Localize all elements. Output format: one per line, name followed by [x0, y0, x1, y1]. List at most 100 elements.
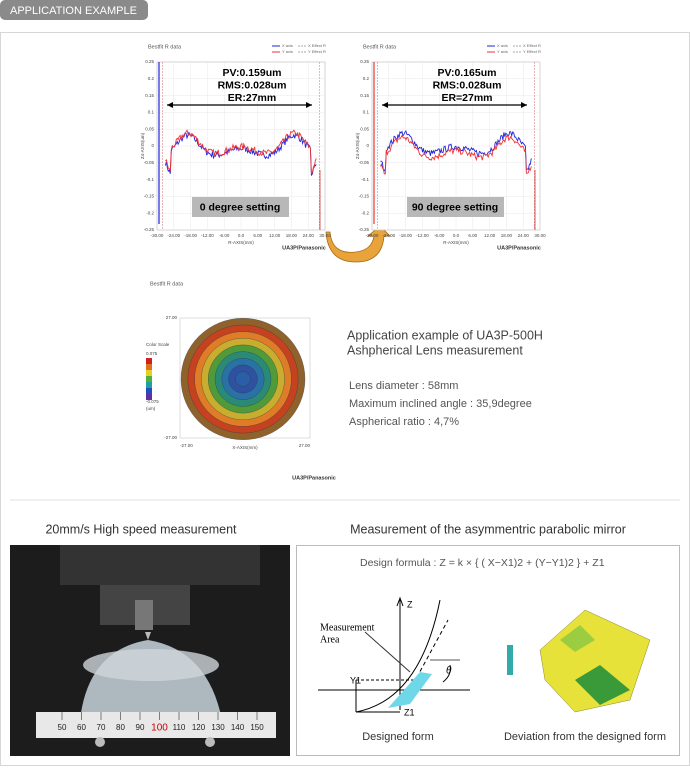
- scale-swatch: [146, 376, 152, 382]
- caption: Deviation from the designed form: [504, 731, 666, 743]
- ruler-label: 110: [173, 723, 186, 732]
- y-axis-label: Z4-AXIS(um): [140, 132, 145, 159]
- y-tick-label: 0.25: [360, 59, 369, 64]
- map-title: Bestfit R data: [150, 281, 184, 287]
- y-tick-label: 0.2: [363, 76, 370, 81]
- formula: Design formula : Z = k × { ( X−X1)2 + (Y…: [360, 557, 605, 569]
- profile-trace: [379, 134, 532, 175]
- y-tick-label: -0.05: [359, 160, 370, 165]
- ruler-label: 140: [231, 723, 245, 732]
- setting-box: [192, 197, 289, 217]
- deviation-plot: [507, 609, 651, 713]
- scale-swatch: [146, 382, 152, 388]
- y-tick-label: -0.25: [144, 227, 155, 232]
- chart-title: Bestfit R data: [148, 44, 182, 50]
- x-tick-label: 24.00: [518, 233, 530, 238]
- x-tick-label: -30.00: [366, 233, 379, 238]
- stat-label: ER:27mm: [228, 92, 276, 104]
- ruler-label: 70: [97, 723, 106, 732]
- y-tick-label: -0.1: [146, 177, 154, 182]
- x-tick-label: -6.00: [434, 233, 445, 238]
- brand: UA3P/Panasonic: [292, 475, 336, 481]
- y-axis-label: Z4-AXIS(um): [355, 132, 360, 159]
- brand: UA3P/Panasonic: [282, 245, 326, 251]
- legend-label: Y Effect R: [308, 49, 326, 54]
- ruler-label: 130: [211, 723, 225, 732]
- map-xlabel: X-AXIS(mm): [232, 445, 258, 450]
- scale-label: 0.075: [146, 351, 158, 356]
- map-tick: -27.00: [180, 443, 193, 448]
- y-tick-label: 0.05: [360, 126, 369, 131]
- y-tick-label: 0.1: [148, 110, 155, 115]
- y-tick-label: -0.1: [361, 177, 369, 182]
- legend-label: X Effect R: [308, 43, 326, 48]
- y-tick-label: 0.15: [145, 93, 154, 98]
- y-tick-label: -0.15: [144, 194, 155, 199]
- scale-swatch: [146, 370, 152, 376]
- x-tick-label: -18.00: [399, 233, 412, 238]
- profile-trace: [165, 129, 317, 175]
- y-tick-label: -0.2: [146, 210, 154, 215]
- scale-swatch: [146, 358, 152, 364]
- ruler-label: 120: [192, 723, 206, 732]
- legend-label: Y axis: [497, 49, 508, 54]
- y-tick-label: -0.05: [144, 160, 155, 165]
- section-title: Measurement of the asymmentric parabolic…: [350, 522, 626, 536]
- caption: Designed form: [362, 731, 434, 743]
- desc-title: Ashpherical Lens measurement: [347, 343, 523, 357]
- ruler-label: 150: [250, 723, 264, 732]
- x-tick-label: 18.00: [286, 233, 298, 238]
- scale-swatch: [146, 388, 152, 394]
- spec: Aspherical ratio : 4,7%: [349, 416, 459, 428]
- x-tick-label: -12.00: [416, 233, 429, 238]
- ruler-label: 80: [116, 723, 125, 732]
- stat-label: PV:0.159um: [223, 67, 282, 79]
- x-axis-label: R-AXIS(mm): [443, 240, 469, 245]
- x-tick-label: 0.0: [453, 233, 460, 238]
- x-tick-label: -24.00: [382, 233, 395, 238]
- stat-label: ER=27mm: [441, 92, 492, 104]
- x-tick-label: -18.00: [184, 233, 197, 238]
- x-tick-label: 30.00: [319, 233, 331, 238]
- screw: [95, 737, 105, 747]
- tab-label: APPLICATION EXAMPLE: [10, 5, 137, 17]
- spec: Maximum inclined angle : 35,9degree: [349, 398, 532, 410]
- stat-label: RMS:0.028um: [433, 79, 502, 91]
- x-tick-label: 30.00: [534, 233, 546, 238]
- legend-label: Y Effect R: [523, 49, 541, 54]
- x-tick-label: 12.00: [484, 233, 496, 238]
- x-tick-label: 0.0: [238, 233, 245, 238]
- y-tick-label: 0: [366, 143, 369, 148]
- profile-trace: [380, 130, 532, 172]
- x-tick-label: 18.00: [501, 233, 513, 238]
- x-tick-label: -24.00: [167, 233, 180, 238]
- y-tick-label: -0.15: [359, 194, 370, 199]
- x-tick-label: 24.00: [303, 233, 315, 238]
- map-tick: -27.00: [164, 435, 177, 440]
- diagram-label: Z: [407, 599, 413, 609]
- scale-label: (um): [146, 406, 156, 411]
- setting-label: 90 degree setting: [412, 201, 498, 213]
- y-tick-label: 0.15: [360, 93, 369, 98]
- stat-label: PV:0.165um: [438, 67, 497, 79]
- tab: [0, 0, 148, 20]
- x-tick-label: -12.00: [201, 233, 214, 238]
- y-tick-label: -0.2: [361, 210, 369, 215]
- map-tick: 27.00: [166, 315, 178, 320]
- scale-swatch: [146, 394, 152, 400]
- stat-label: RMS:0.028um: [218, 79, 287, 91]
- y-tick-label: 0.25: [145, 59, 154, 64]
- ruler-label: 50: [58, 723, 67, 732]
- screw: [205, 737, 215, 747]
- ruler-label: 100: [151, 723, 168, 734]
- setting-box: [407, 197, 504, 217]
- section-title: 20mm/s High speed measurement: [45, 522, 237, 536]
- y-tick-label: 0.2: [148, 76, 155, 81]
- setting-label: 0 degree setting: [200, 201, 281, 213]
- diagram: [318, 596, 470, 713]
- map-tick: 27.00: [299, 443, 311, 448]
- legend-label: X axis: [497, 43, 508, 48]
- desc-title: Application example of UA3P-500H: [347, 328, 543, 342]
- diagram-label: Area: [320, 634, 340, 645]
- diagram-label: Y1: [350, 675, 361, 685]
